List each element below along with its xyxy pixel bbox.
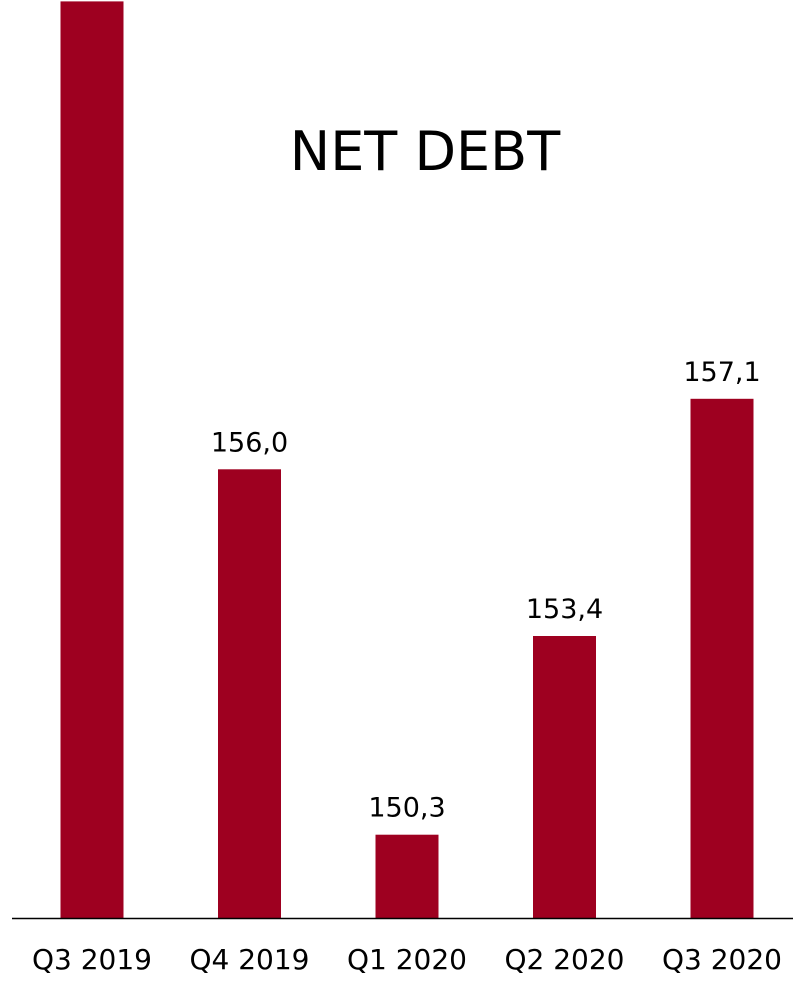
x-tick-label-q1-2020: Q1 2020 <box>347 943 467 976</box>
x-tick-label-q3-2020: Q3 2020 <box>662 943 782 976</box>
value-label-q1-2020: 150,3 <box>368 793 445 824</box>
bar-q2-2020 <box>533 636 596 918</box>
x-tick-label-q2-2020: Q2 2020 <box>504 943 624 976</box>
chart-title: NET DEBT <box>290 120 561 183</box>
bars-group <box>60 1 754 918</box>
x-tick-label-q3-2019: Q3 2019 <box>32 943 152 976</box>
value-label-q2-2020: 153,4 <box>526 594 603 625</box>
x-tick-label-q4-2019: Q4 2019 <box>189 943 309 976</box>
bar-q3-2020 <box>690 398 754 918</box>
bar-q3-2019 <box>60 1 124 918</box>
value-label-q3-2020: 157,1 <box>683 357 760 388</box>
x-tick-labels-group: Q3 2019 Q4 2019 Q1 2020 Q2 2020 Q3 2020 <box>32 943 782 976</box>
bar-q1-2020 <box>375 834 439 918</box>
bar-q4-2019 <box>218 469 281 918</box>
value-label-q4-2019: 156,0 <box>211 427 288 458</box>
